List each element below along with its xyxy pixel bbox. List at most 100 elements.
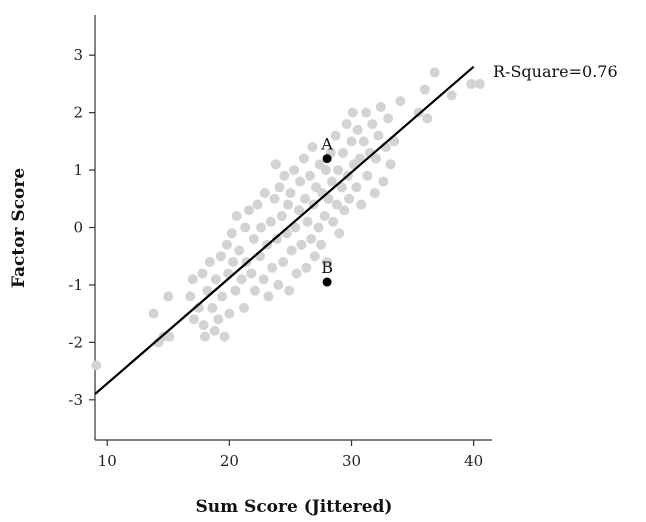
scatter-point	[333, 165, 344, 176]
scatter-point	[248, 233, 259, 244]
scatter-point	[326, 176, 337, 187]
y-ticks: -3 -2 -1 0 1 2 3	[68, 46, 95, 409]
scatter-point	[199, 331, 210, 342]
scatter-point	[344, 193, 355, 204]
scatter-point	[336, 182, 347, 193]
scatter-point	[246, 268, 257, 279]
scatter-point	[285, 188, 296, 199]
scatter-point	[274, 182, 285, 193]
y-tick-label: 1	[73, 161, 83, 179]
scatter-point	[240, 222, 251, 233]
scatter-point	[185, 291, 196, 302]
highlight-label-a: A	[320, 135, 333, 154]
scatter-point	[283, 199, 294, 210]
scatter-point	[252, 199, 263, 210]
scatter-point	[341, 119, 352, 130]
scatter-point	[362, 170, 373, 181]
scatter-point	[286, 245, 297, 256]
scatter-point	[373, 130, 384, 141]
x-tick-label: 20	[220, 452, 239, 470]
scatter-point	[422, 113, 433, 124]
y-axis-title: Factor Score	[9, 168, 29, 288]
scatter-point	[163, 291, 174, 302]
scatter-point	[337, 147, 348, 158]
scatter-point	[355, 153, 366, 164]
scatter-point	[224, 308, 235, 319]
scatter-point	[334, 228, 345, 239]
scatter-point	[210, 274, 221, 285]
scatter-point	[296, 239, 307, 250]
scatter-point	[269, 193, 280, 204]
scatter-point	[188, 314, 199, 325]
scatter-point	[219, 331, 230, 342]
highlight-label-b: B	[321, 258, 333, 277]
scatter-point	[383, 113, 394, 124]
scatter-point	[209, 325, 220, 336]
scatter-point	[91, 360, 102, 371]
scatter-point	[320, 165, 331, 176]
y-tick-label: 3	[73, 46, 83, 64]
scatter-point	[474, 78, 485, 89]
scatter-point	[187, 274, 198, 285]
scatter-point	[213, 314, 224, 325]
scatter-point	[301, 262, 312, 273]
scatter-point	[259, 188, 270, 199]
scatter-point	[278, 256, 289, 267]
scatter-point	[347, 107, 358, 118]
scatter-point	[339, 205, 350, 216]
scatter-point	[284, 285, 295, 296]
highlight-point-b	[322, 277, 332, 287]
scatter-point	[307, 142, 318, 153]
scatter-point	[230, 285, 241, 296]
scatter-point	[204, 256, 215, 267]
scatter-point	[328, 216, 339, 227]
scatter-point	[250, 285, 261, 296]
scatter-point	[300, 193, 311, 204]
scatter-point	[385, 159, 396, 170]
scatter-point	[239, 302, 250, 313]
scatter-point	[207, 302, 218, 313]
scatter-point	[395, 96, 406, 107]
scatter-point	[215, 251, 226, 262]
scatter-point	[202, 285, 213, 296]
scatter-point	[289, 165, 300, 176]
scatter-point	[319, 211, 330, 222]
y-tick-label: -3	[68, 391, 83, 409]
scatter-point	[429, 67, 440, 78]
scatter-point	[272, 233, 283, 244]
scatter-point	[263, 291, 274, 302]
scatter-point	[231, 211, 242, 222]
scatter-point	[315, 239, 326, 250]
highlighted-points: AB	[320, 135, 333, 287]
scatter-point	[369, 188, 380, 199]
regression-line	[94, 65, 475, 395]
scatter-point	[322, 256, 333, 267]
scatter-point	[279, 170, 290, 181]
x-tick-label: 40	[464, 452, 483, 470]
highlight-point-a	[322, 154, 332, 164]
scatter-point	[228, 256, 239, 267]
scatter-point	[375, 101, 386, 112]
scatter-point	[148, 308, 159, 319]
y-tick-label: 2	[73, 104, 83, 122]
scatter-point	[330, 130, 341, 141]
scatter-point	[256, 222, 267, 233]
x-axis-title: Sum Score (Jittered)	[196, 497, 393, 517]
x-tick-label: 30	[342, 452, 361, 470]
y-tick-label: -2	[68, 333, 83, 351]
scatter-point	[466, 78, 477, 89]
scatter-point	[419, 84, 430, 95]
scatter-point	[293, 205, 304, 216]
scatter-point	[197, 268, 208, 279]
scatter-point	[291, 268, 302, 279]
scatter-point	[234, 245, 245, 256]
scatter-point	[221, 239, 232, 250]
scatter-point	[217, 291, 228, 302]
scatter-point	[265, 216, 276, 227]
scatter-point	[258, 274, 269, 285]
scatter-point	[358, 136, 369, 147]
scatter-point	[295, 176, 306, 187]
x-tick-label: 10	[98, 452, 117, 470]
scatter-point	[331, 199, 342, 210]
scatter-point	[267, 262, 278, 273]
